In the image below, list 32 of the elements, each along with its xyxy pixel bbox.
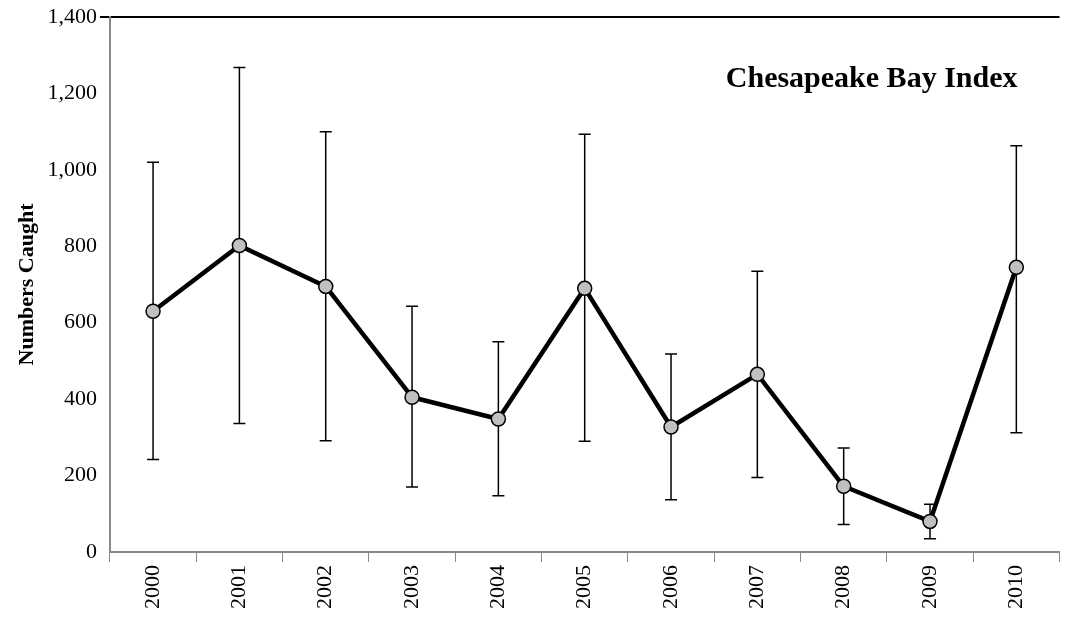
point [663,419,679,435]
x-tick-label: 2010 [1002,565,1028,609]
point [404,389,420,405]
x-tick-label: 2000 [138,565,164,609]
y-tick-label: 600 [63,308,97,334]
x-tick-label: 2008 [829,565,855,609]
x-tick-label: 2005 [570,565,596,609]
y-tick-label: 400 [63,384,97,410]
x-tick-label: 2009 [915,565,941,609]
y-tick-label: 0 [85,537,97,563]
point [317,278,334,295]
text: Chesapeake Bay Index [725,59,1018,93]
point [749,366,766,383]
y-tick-label: 1,400 [47,2,97,28]
y-tick-label: 1,000 [47,155,97,181]
point [576,280,593,297]
x-tick-label: 2006 [656,565,682,609]
point [835,478,852,495]
point [490,411,507,427]
y-tick-label: 1,200 [47,79,97,105]
point [145,303,161,319]
x-tick-label: 2003 [397,565,423,609]
point [1008,259,1025,276]
y-axis-title: Numbers Caught [12,202,38,366]
x-tick-label: 2002 [311,565,337,609]
point [231,237,248,254]
x-tick-label: 2001 [225,565,251,609]
y-tick-label: 800 [63,232,97,258]
x-tick-label: 2004 [484,565,510,609]
point [922,513,938,530]
y-tick-label: 200 [63,461,97,487]
x-tick-label: 2007 [743,565,769,609]
